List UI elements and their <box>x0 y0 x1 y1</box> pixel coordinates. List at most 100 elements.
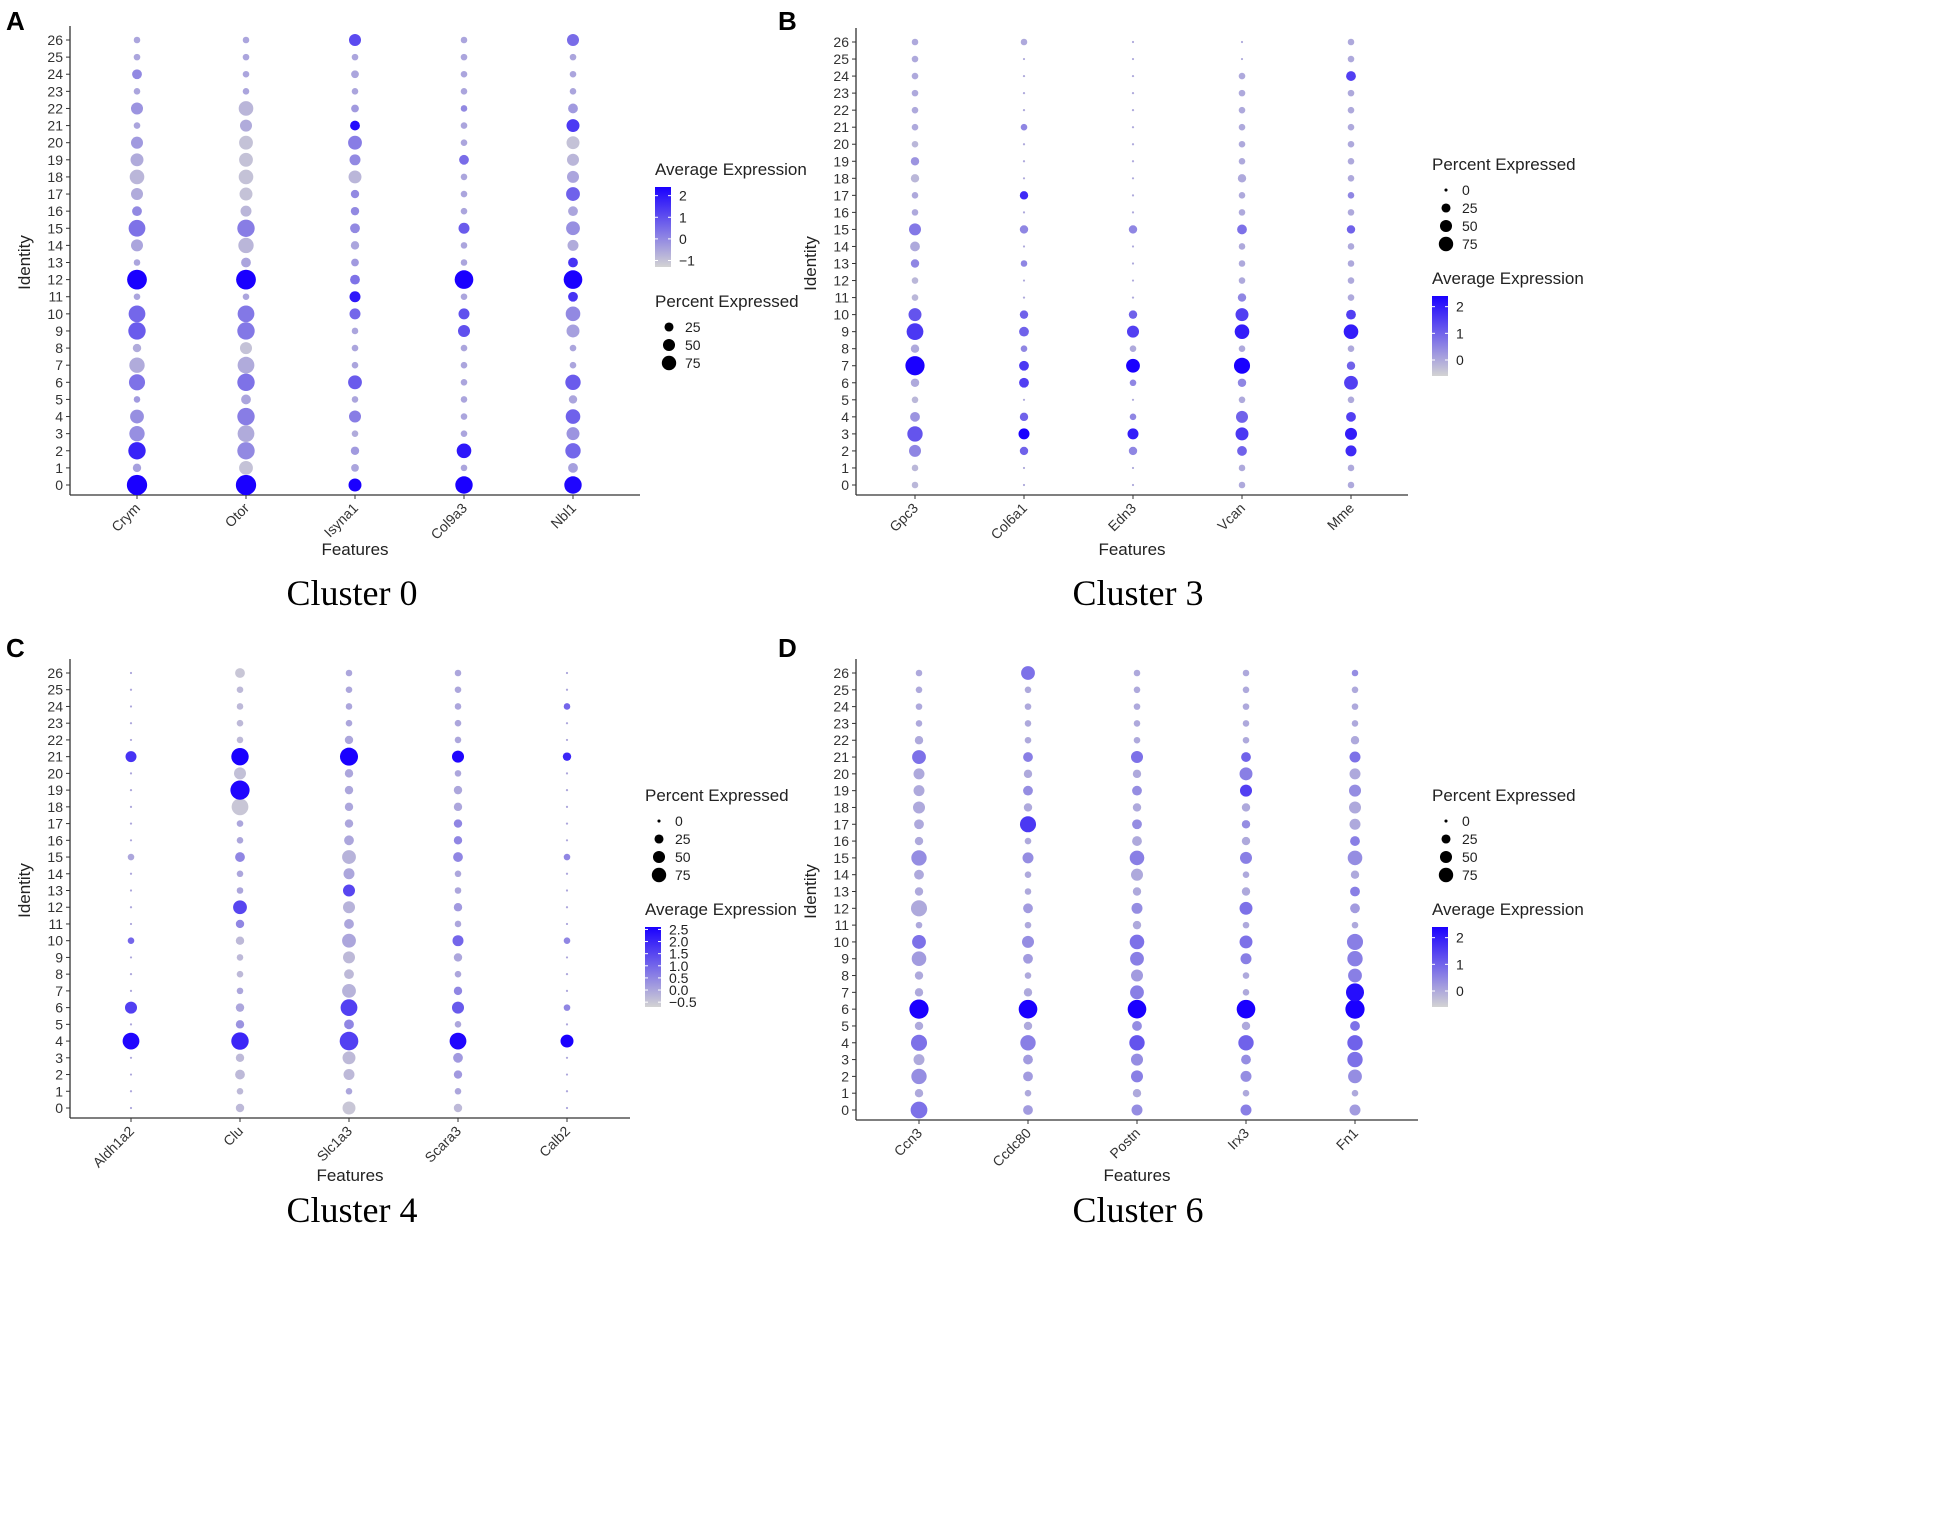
color-legend-title: Average Expression <box>1432 269 1584 288</box>
dot-aldh1a2-id14 <box>129 872 133 875</box>
dot-col6a1-id2 <box>1019 446 1029 456</box>
x-tick-label: Otor <box>222 500 253 531</box>
dot-isyna1-id16 <box>350 206 360 216</box>
x-tick-label: Scara3 <box>421 1123 464 1166</box>
dot-ccn3-id17 <box>914 819 924 830</box>
dot-ccn3-id25 <box>915 686 923 694</box>
dot-mme-id6 <box>1344 375 1358 390</box>
dot-otor-id26 <box>242 36 250 44</box>
dot-crym-id17 <box>130 188 144 201</box>
dot-nbl1-id24 <box>569 70 577 78</box>
dot-edn3-id23 <box>1131 92 1135 95</box>
dot-calb2-id1 <box>565 1090 569 1093</box>
dot-otor-id6 <box>237 373 255 392</box>
dot-otor-id13 <box>241 257 251 268</box>
y-tick-label: 18 <box>47 169 63 185</box>
dot-slc1a3-id15 <box>342 850 356 864</box>
dot-scara3-id1 <box>454 1087 462 1095</box>
dot-clu-id3 <box>235 1053 245 1063</box>
dot-calb2-id9 <box>565 956 569 959</box>
dot-aldh1a2-id19 <box>129 789 133 792</box>
x-tick-label: Ccn3 <box>891 1125 926 1160</box>
y-tick-label: 1 <box>841 1085 849 1101</box>
dot-irx3-id13 <box>1241 887 1251 896</box>
dot-calb2-id4 <box>560 1034 574 1048</box>
dot-clu-id16 <box>236 837 244 844</box>
y-tick-label: 20 <box>833 766 849 782</box>
dot-ccn3-id2 <box>911 1068 927 1085</box>
dot-vcan-id2 <box>1237 446 1247 456</box>
dot-fn1-id26 <box>1351 669 1359 677</box>
y-tick-label: 9 <box>55 949 63 965</box>
dot-aldh1a2-id21 <box>125 751 137 763</box>
dot-isyna1-id9 <box>351 327 359 335</box>
y-tick-label: 3 <box>55 426 63 442</box>
dot-scara3-id25 <box>454 686 462 694</box>
size-legend-label: 0 <box>1462 813 1470 829</box>
dot-clu-id6 <box>235 1003 245 1012</box>
dot-irx3-id22 <box>1242 736 1250 744</box>
color-legend-label: 2 <box>679 188 687 204</box>
dot-crym-id2 <box>128 442 146 460</box>
dot-otor-id14 <box>238 237 254 254</box>
y-tick-label: 16 <box>833 833 849 849</box>
chart-panel-c: C012345678910111213141516171819202122232… <box>6 633 797 1230</box>
dot-scara3-id11 <box>454 920 462 928</box>
dot-fn1-id4 <box>1347 1035 1363 1051</box>
x-tick-label: Edn3 <box>1105 500 1140 535</box>
dot-fn1-id9 <box>1347 951 1363 967</box>
dot-fn1-id8 <box>1348 968 1362 983</box>
size-legend-dot <box>1444 188 1448 192</box>
dot-otor-id15 <box>237 219 255 237</box>
x-axis-title: Features <box>321 540 388 559</box>
dot-postn-id18 <box>1132 803 1142 812</box>
dot-vcan-id5 <box>1238 396 1246 404</box>
dot-aldh1a2-id6 <box>124 1001 138 1014</box>
dot-scara3-id15 <box>453 852 463 862</box>
dot-scara3-id4 <box>449 1032 467 1050</box>
dot-slc1a3-id1 <box>345 1087 353 1095</box>
dot-vcan-id17 <box>1238 192 1246 199</box>
dot-slc1a3-id7 <box>342 983 356 998</box>
size-legend-dot <box>1444 819 1448 823</box>
dot-ccdc80-id10 <box>1021 935 1035 948</box>
dot-ccn3-id24 <box>915 703 923 710</box>
size-legend-label: 25 <box>1462 831 1478 847</box>
dot-isyna1-id4 <box>348 410 362 423</box>
color-legend-label: 1 <box>1456 325 1464 341</box>
dot-edn3-id15 <box>1128 225 1138 234</box>
y-tick-label: 7 <box>841 358 849 374</box>
dot-ccdc80-id24 <box>1024 703 1032 710</box>
dot-vcan-id16 <box>1238 209 1246 216</box>
dot-aldh1a2-id20 <box>129 772 133 775</box>
x-tick-label: Mme <box>1324 500 1357 533</box>
dot-aldh1a2-id1 <box>129 1090 133 1093</box>
dot-gpc3-id19 <box>910 157 920 166</box>
x-tick-label: Clu <box>220 1123 246 1149</box>
dot-vcan-id11 <box>1237 293 1247 302</box>
dot-ccn3-id11 <box>915 921 923 929</box>
dot-fn1-id14 <box>1350 870 1360 879</box>
dot-ccn3-id1 <box>914 1088 924 1098</box>
dot-col6a1-id15 <box>1019 225 1029 234</box>
dot-isyna1-id0 <box>348 478 362 492</box>
dot-isyna1-id7 <box>351 361 359 369</box>
y-tick-label: 17 <box>833 816 849 832</box>
dot-col9a3-id3 <box>460 430 468 437</box>
dot-otor-id8 <box>239 342 253 355</box>
dot-crym-id4 <box>130 409 144 424</box>
dot-edn3-id10 <box>1128 310 1138 319</box>
dot-col6a1-id13 <box>1020 260 1028 267</box>
dot-irx3-id6 <box>1236 999 1256 1019</box>
dot-fn1-id23 <box>1351 720 1359 727</box>
dot-ccdc80-id23 <box>1024 720 1032 727</box>
dot-calb2-id19 <box>565 789 569 792</box>
y-tick-label: 22 <box>833 732 849 748</box>
dot-mme-id7 <box>1346 361 1356 370</box>
dot-scara3-id26 <box>454 669 462 677</box>
y-tick-label: 25 <box>47 682 63 698</box>
dot-scara3-id10 <box>452 935 464 947</box>
dot-irx3-id23 <box>1242 720 1250 727</box>
dot-col6a1-id26 <box>1020 38 1028 46</box>
dot-col6a1-id23 <box>1022 92 1026 95</box>
